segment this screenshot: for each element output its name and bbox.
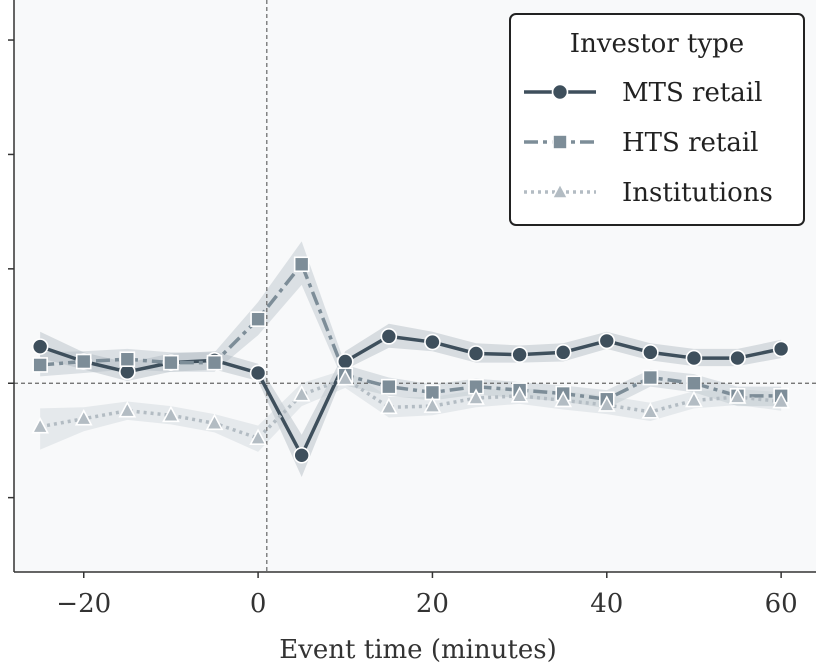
- x-tick-label: 20: [416, 589, 449, 619]
- legend: Investor type MTS retail HTS retail Instit…: [509, 13, 805, 226]
- data-point-mts-retail: [336, 353, 354, 370]
- data-point-mts-retail: [467, 345, 485, 362]
- data-point-institutions: [554, 390, 573, 408]
- legend-marker-mts-retail: [551, 83, 569, 101]
- ci-band-institutions: [40, 369, 782, 452]
- legend-box: [509, 13, 805, 226]
- data-point-hts-retail: [119, 351, 136, 368]
- data-point-institutions: [597, 395, 616, 412]
- data-point-hts-retail: [293, 256, 310, 273]
- data-point-hts-retail: [206, 354, 223, 371]
- data-point-hts-retail: [163, 354, 179, 371]
- data-point-mts-retail: [511, 346, 528, 363]
- data-point-institutions: [205, 413, 224, 431]
- data-point-hts-retail: [32, 357, 48, 373]
- legend-marker-institutions: [551, 182, 569, 199]
- data-point-institutions: [292, 384, 311, 402]
- data-point-hts-retail: [75, 353, 92, 370]
- data-point-hts-retail: [250, 311, 266, 327]
- data-point-institutions: [641, 402, 660, 419]
- data-point-mts-retail: [685, 349, 703, 367]
- data-point-mts-retail: [729, 349, 746, 367]
- series-line-institutions: [39, 376, 782, 440]
- data-point-institutions: [685, 390, 703, 408]
- x-tick-label: −20: [56, 589, 111, 619]
- ci-band-hts-retail: [40, 241, 782, 409]
- data-point-hts-retail: [686, 375, 702, 392]
- data-point-hts-retail: [381, 378, 397, 395]
- series-markers: [31, 256, 790, 464]
- data-point-mts-retail: [424, 333, 441, 351]
- x-axis-label: Event time (minutes): [279, 635, 557, 665]
- data-point-hts-retail: [642, 369, 659, 386]
- x-tick-label: 60: [765, 589, 798, 619]
- data-point-mts-retail: [31, 338, 49, 355]
- data-point-institutions: [162, 405, 180, 423]
- data-point-institutions: [510, 386, 529, 403]
- reference-lines: [14, 0, 816, 572]
- legend-label-mts-retail: MTS retail: [622, 78, 762, 108]
- data-point-institutions: [423, 396, 442, 413]
- x-tick-label: 40: [590, 589, 623, 619]
- data-point-institutions: [74, 409, 93, 426]
- data-point-mts-retail: [772, 340, 790, 358]
- data-point-mts-retail: [642, 344, 659, 361]
- legend-marker-hts-retail: [552, 134, 568, 150]
- data-point-institutions: [249, 428, 267, 445]
- axes: −20 0 20 40 60: [8, 0, 816, 619]
- legend-title: Investor type: [570, 29, 744, 59]
- data-point-institutions: [336, 368, 355, 386]
- data-point-institutions: [772, 391, 790, 409]
- data-point-institutions: [728, 387, 747, 404]
- data-point-mts-retail: [554, 344, 572, 361]
- data-point-mts-retail: [249, 364, 267, 382]
- data-point-mts-retail: [380, 328, 398, 345]
- data-point-institutions: [31, 417, 49, 434]
- legend-items: MTS retail HTS retail Institutions: [524, 78, 773, 208]
- data-point-institutions: [467, 388, 485, 405]
- x-tick-label: 0: [250, 589, 267, 619]
- data-point-institutions: [380, 397, 398, 415]
- data-point-institutions: [118, 401, 137, 418]
- data-point-mts-retail: [598, 332, 616, 350]
- legend-label-institutions: Institutions: [622, 178, 773, 208]
- data-point-mts-retail: [293, 447, 310, 464]
- legend-label-hts-retail: HTS retail: [622, 128, 759, 158]
